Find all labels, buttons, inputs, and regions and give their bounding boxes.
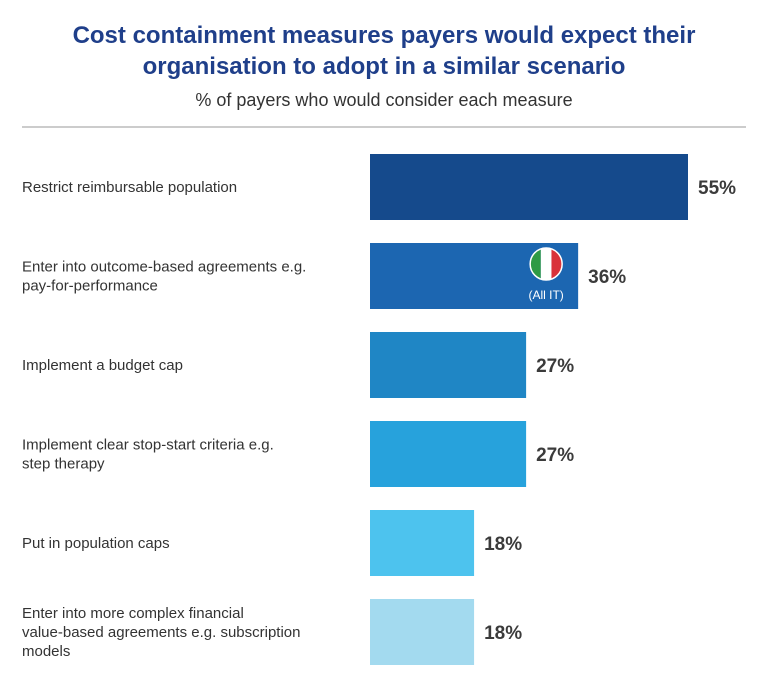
category-label: Restrict reimbursable population	[22, 179, 237, 196]
bar	[370, 154, 688, 220]
category-label: Enter into more complex financial	[22, 605, 244, 622]
category-label: pay-for-performance	[22, 278, 158, 295]
annotation-label: (All IT)	[528, 288, 563, 302]
category-label: models	[22, 643, 70, 660]
data-label: 55%	[698, 178, 736, 199]
category-label: Enter into outcome-based agreements e.g.	[22, 259, 306, 276]
chart-subtitle: % of payers who would consider each meas…	[195, 90, 572, 110]
italy-flag-icon	[529, 247, 563, 281]
category-label: Implement a budget cap	[22, 357, 183, 374]
bar-series: Restrict reimbursable population 55% Enter…	[22, 154, 736, 665]
category-label: value-based agreements e.g. subscription	[22, 624, 301, 641]
chart-title-line: Cost containment measures payers would e…	[73, 22, 696, 49]
bar	[370, 599, 475, 665]
data-label: 18%	[484, 534, 522, 555]
category-label: step therapy	[22, 456, 105, 473]
data-label: 27%	[536, 356, 574, 377]
data-label: 36%	[588, 267, 626, 288]
category-label: Put in population caps	[22, 535, 170, 552]
bar	[370, 510, 475, 576]
category-label: Implement clear stop-start criteria e.g.	[22, 437, 274, 454]
bar	[370, 421, 527, 487]
data-label: 27%	[536, 445, 574, 466]
chart-title: Cost containment measures payers would e…	[73, 22, 696, 80]
data-label: 18%	[484, 623, 522, 644]
bar	[370, 332, 527, 398]
chart-title-line: organisation to adopt in a similar scena…	[143, 53, 626, 80]
